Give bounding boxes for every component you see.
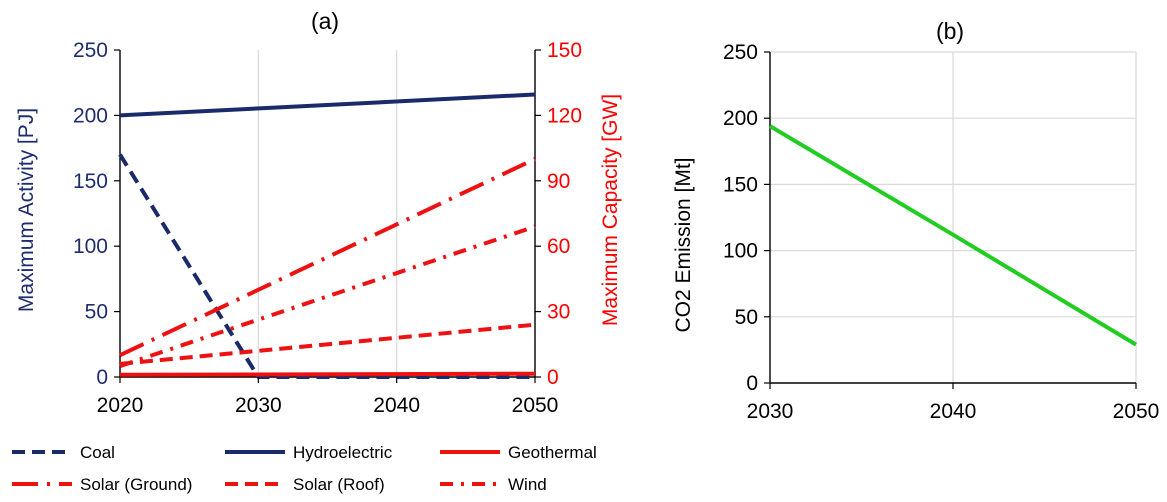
chart-b-series xyxy=(768,124,1138,347)
tick-label-y-right: 0 xyxy=(547,366,559,389)
tick-label-y-left: 50 xyxy=(85,301,108,324)
tick-label-x: 2020 xyxy=(97,394,144,417)
legend-label: Solar (Ground) xyxy=(80,475,192,494)
tick-label-y-left: 100 xyxy=(73,235,108,258)
chart-a-series xyxy=(118,92,536,379)
chart-a-title: (a) xyxy=(311,8,339,34)
tick-label-x: 2040 xyxy=(373,394,420,417)
tick-label-x: 2030 xyxy=(235,394,282,417)
tick-label-y-left: 150 xyxy=(73,170,108,193)
chart-b-ticks: 0 50 100 150 200 250 2030 2040 2050 xyxy=(723,41,1159,423)
series-line-wind xyxy=(119,224,536,368)
chart-a: (a) 0 50 100 150 200 250 0 30 60 90 120 150 2020 2030… xyxy=(12,8,622,494)
legend-label: Wind xyxy=(508,475,547,494)
tick-label-y: 150 xyxy=(723,173,758,196)
chart-b-gridlines xyxy=(770,51,1137,383)
tick-label-x: 2050 xyxy=(512,394,559,417)
legend-item-hydroelectric: Hydroelectric xyxy=(225,443,393,462)
tick-label-y-right: 150 xyxy=(547,39,582,62)
tick-label-y-left: 200 xyxy=(73,104,108,127)
chart-b-ylabel: CO2 Emission [Mt] xyxy=(672,157,695,332)
series-line-solar-ground xyxy=(119,157,536,358)
tick-label-x: 2040 xyxy=(930,400,977,423)
legend-label: Coal xyxy=(80,443,115,462)
legend-item-wind: Wind xyxy=(440,475,547,494)
tick-label-x: 2050 xyxy=(1113,400,1160,423)
tick-label-y-right: 30 xyxy=(547,301,570,324)
chart-b-title: (b) xyxy=(936,18,964,44)
tick-label-y: 50 xyxy=(735,306,758,329)
legend-label: Hydroelectric xyxy=(293,443,393,462)
series-line-hydroelectric xyxy=(119,92,536,118)
tick-label-x: 2030 xyxy=(747,400,794,423)
chart-a-legend: Coal Hydroelectric Geothermal Solar (Ground… xyxy=(12,443,597,494)
chart-a-ticks: 0 50 100 150 200 250 0 30 60 90 120 150 2020 2030 2040… xyxy=(73,39,582,417)
tick-label-y: 0 xyxy=(746,372,758,395)
chart-a-ylabel-right: Maximum Capacity [GW] xyxy=(599,94,622,326)
legend-label: Geothermal xyxy=(508,443,597,462)
tick-label-y: 250 xyxy=(723,41,758,64)
series-line-solar-roof xyxy=(119,322,536,366)
legend-label: Solar (Roof) xyxy=(293,475,385,494)
series-line-co2-emission xyxy=(768,124,1138,347)
tick-label-y: 200 xyxy=(723,107,758,130)
chart-b: (b) 0 50 100 150 200 250 2030 2040 2050 CO2 Emis… xyxy=(672,18,1159,423)
legend-item-solar-roof: Solar (Roof) xyxy=(225,475,385,494)
tick-label-y: 100 xyxy=(723,240,758,263)
legend-item-solar-ground: Solar (Ground) xyxy=(12,475,192,494)
chart-a-gridlines xyxy=(257,50,398,377)
series-line-geothermal xyxy=(119,371,536,377)
legend-item-coal: Coal xyxy=(12,443,115,462)
tick-label-y-right: 90 xyxy=(547,170,570,193)
chart-a-ylabel-left: Maximum Activity [PJ] xyxy=(15,108,38,312)
tick-label-y-right: 60 xyxy=(547,235,570,258)
tick-label-y-left: 0 xyxy=(96,366,108,389)
tick-label-y-right: 120 xyxy=(547,104,582,127)
tick-label-y-left: 250 xyxy=(73,39,108,62)
legend-item-geothermal: Geothermal xyxy=(440,443,597,462)
